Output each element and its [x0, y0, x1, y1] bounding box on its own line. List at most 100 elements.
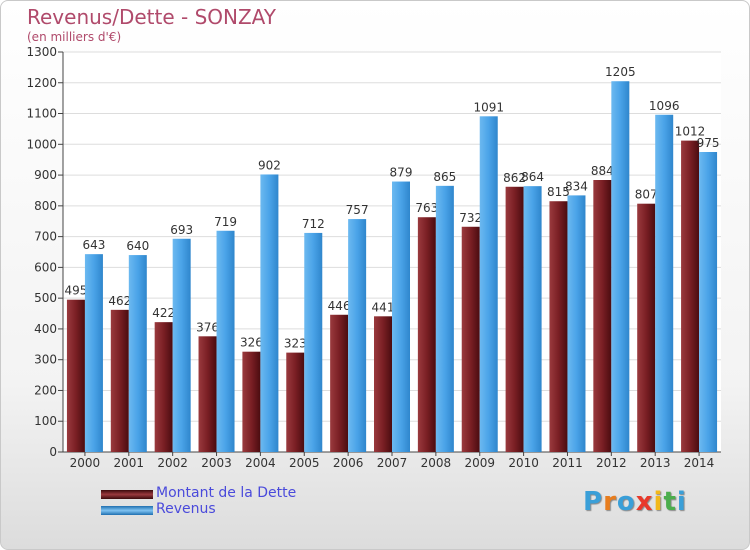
value-label-revenus: 1091	[473, 100, 504, 114]
value-label-dette: 446	[328, 299, 351, 313]
bar-revenus	[84, 254, 103, 452]
x-tick-label: 2000	[70, 456, 101, 470]
bar-revenus	[435, 185, 454, 452]
y-tick-label: 600	[34, 260, 57, 274]
value-label-dette: 495	[64, 284, 87, 298]
value-label-revenus: 902	[258, 158, 281, 172]
x-tick-label: 2011	[552, 456, 583, 470]
x-tick-label: 2013	[640, 456, 671, 470]
y-tick-label: 700	[34, 230, 57, 244]
bar-revenus	[479, 116, 498, 453]
y-tick-label: 1300	[26, 45, 57, 59]
bar-dette	[330, 314, 349, 452]
legend-label-dette: Montant de la Dette	[156, 485, 297, 501]
bar-dette	[681, 140, 700, 452]
value-label-dette: 323	[284, 337, 307, 351]
value-label-revenus: 719	[214, 215, 237, 229]
bar-dette	[593, 180, 612, 452]
value-label-revenus: 865	[433, 170, 456, 184]
y-tick-label: 300	[34, 353, 57, 367]
y-tick-label: 1000	[26, 137, 57, 151]
legend-item-revenus: Revenus	[101, 501, 421, 519]
value-label-dette: 441	[372, 300, 395, 314]
value-label-dette: 326	[240, 336, 263, 350]
bar-dette	[286, 352, 305, 452]
value-label-dette: 815	[547, 185, 570, 199]
value-label-revenus: 757	[346, 203, 369, 217]
legend-swatch-revenus	[101, 506, 153, 515]
value-label-dette: 422	[152, 306, 175, 320]
value-label-dette: 862	[503, 171, 526, 185]
bar-revenus	[699, 152, 718, 452]
bar-dette	[374, 316, 392, 452]
bar-revenus	[216, 230, 235, 452]
value-label-revenus: 693	[170, 223, 193, 237]
value-label-dette: 763	[415, 201, 438, 215]
bar-dette	[242, 351, 261, 452]
value-label-dette: 462	[108, 294, 131, 308]
chart-title: Revenus/Dette - SONZAY	[27, 5, 277, 29]
logo-letter: i	[676, 487, 687, 517]
x-tick-label: 2005	[289, 456, 320, 470]
y-tick-label: 800	[34, 199, 57, 213]
bar-dette	[461, 226, 480, 452]
legend-label-revenus: Revenus	[156, 501, 216, 517]
logo-letter: P	[583, 487, 604, 517]
value-label-revenus: 712	[302, 217, 325, 231]
x-tick-label: 2006	[333, 456, 364, 470]
bar-revenus	[172, 238, 191, 452]
x-tick-label: 2003	[201, 456, 232, 470]
bar-dette	[505, 186, 524, 452]
bar-revenus	[128, 255, 147, 452]
y-tick-label: 1100	[26, 107, 57, 121]
y-tick-label: 100	[34, 414, 57, 428]
y-tick-label: 500	[34, 291, 57, 305]
y-tick-label: 0	[49, 445, 57, 459]
y-tick-label: 900	[34, 168, 57, 182]
x-tick-label: 2008	[421, 456, 452, 470]
x-tick-label: 2010	[508, 456, 539, 470]
bar-revenus	[567, 195, 586, 452]
value-label-revenus: 640	[126, 239, 149, 253]
y-tick-label: 200	[34, 383, 57, 397]
bar-dette	[549, 201, 568, 452]
logo-letter: i	[653, 487, 664, 517]
value-label-dette: 376	[196, 320, 219, 334]
value-label-revenus: 864	[521, 170, 544, 184]
x-tick-label: 2001	[114, 456, 145, 470]
bar-revenus	[392, 181, 410, 453]
y-tick-label: 400	[34, 322, 57, 336]
x-tick-label: 2012	[596, 456, 627, 470]
value-label-revenus: 834	[565, 179, 588, 193]
bar-dette	[198, 336, 217, 452]
value-label-revenus: 879	[390, 166, 413, 180]
proxiti-logo: Proxiti	[583, 487, 687, 517]
x-tick-label: 2009	[464, 456, 495, 470]
bar-dette	[637, 203, 656, 452]
bar-dette	[66, 299, 85, 452]
value-label-revenus: 1096	[649, 99, 680, 113]
x-tick-label: 2014	[684, 456, 715, 470]
bar-revenus	[611, 81, 630, 452]
x-tick-label: 2004	[245, 456, 276, 470]
bar-revenus	[655, 114, 674, 453]
logo-letter: o	[616, 487, 636, 517]
legend-swatch-dette	[101, 490, 153, 499]
bar-revenus	[523, 186, 542, 452]
bar-dette	[110, 309, 129, 452]
x-tick-label: 2007	[377, 456, 408, 470]
bar-dette	[154, 322, 173, 452]
bar-revenus	[260, 174, 279, 452]
chart-subtitle: (en milliers d'€)	[27, 30, 122, 44]
value-label-dette: 884	[591, 164, 614, 178]
bar-revenus	[304, 232, 323, 452]
logo-letter: x	[635, 487, 654, 517]
x-tick-label: 2002	[157, 456, 188, 470]
value-label-revenus: 975	[697, 136, 720, 150]
value-label-dette: 732	[459, 211, 482, 225]
logo-letter: r	[603, 487, 617, 517]
value-label-revenus: 1205	[605, 65, 636, 79]
value-label-revenus: 643	[82, 238, 105, 252]
